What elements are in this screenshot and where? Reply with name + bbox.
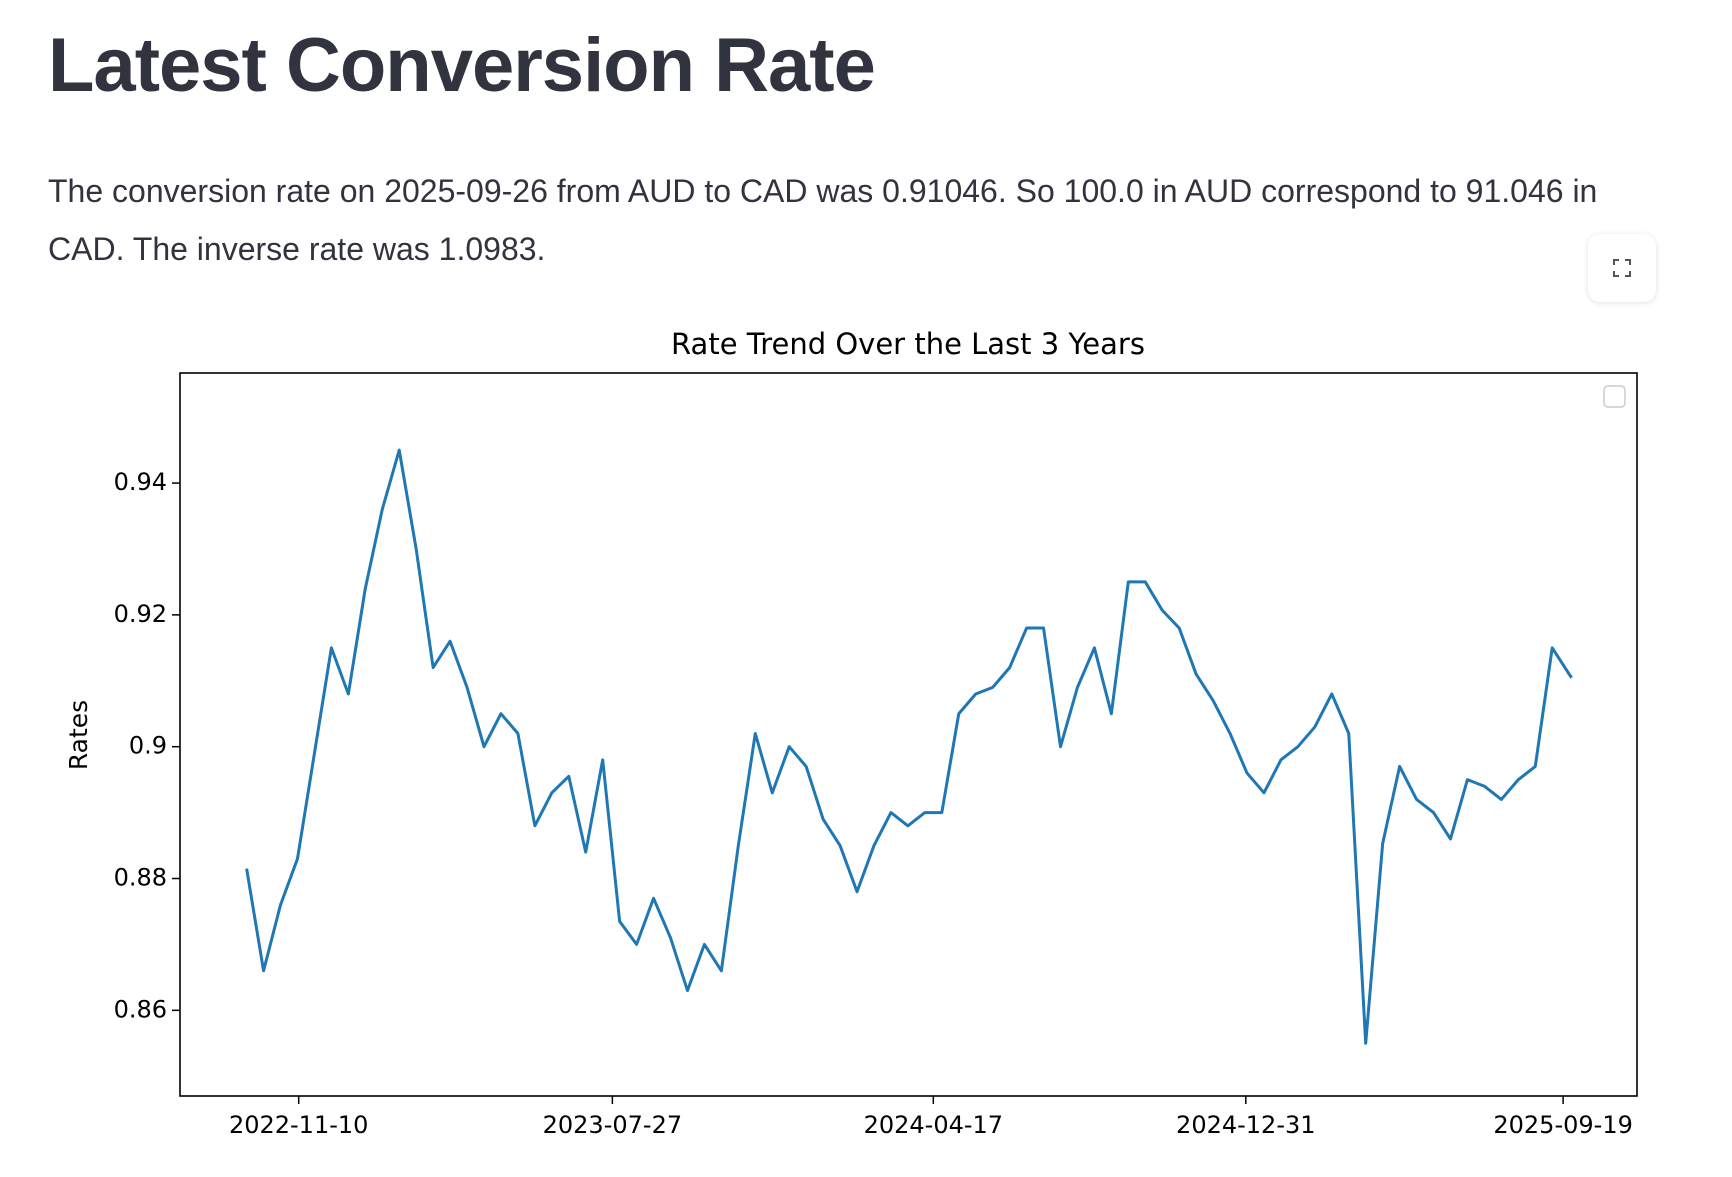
y-axis-label: Rates [64,700,93,770]
summary-text: The conversion rate on 2025-09-26 from A… [48,173,1598,267]
x-tick-label: 2024-04-17 [864,1111,1003,1139]
y-tick-label: 0.86 [114,995,167,1023]
x-tick-label: 2023-07-27 [543,1111,682,1139]
y-tick-label: 0.94 [114,468,167,496]
y-tick-label: 0.88 [114,864,167,892]
rate-line [245,448,1573,1045]
chart-title: Rate Trend Over the Last 3 Years [671,327,1145,361]
x-tick-label: 2025-09-19 [1493,1111,1632,1139]
fullscreen-button[interactable] [1588,234,1656,302]
x-tick-label: 2022-11-10 [229,1111,368,1139]
plot-frame [179,372,1638,1097]
fullscreen-icon [1613,259,1631,277]
legend-box [1603,385,1626,408]
page-title: Latest Conversion Rate [48,23,876,108]
x-tick-label: 2024-12-31 [1176,1111,1315,1139]
y-tick-label: 0.9 [129,732,167,760]
y-tick-label: 0.92 [114,600,167,628]
